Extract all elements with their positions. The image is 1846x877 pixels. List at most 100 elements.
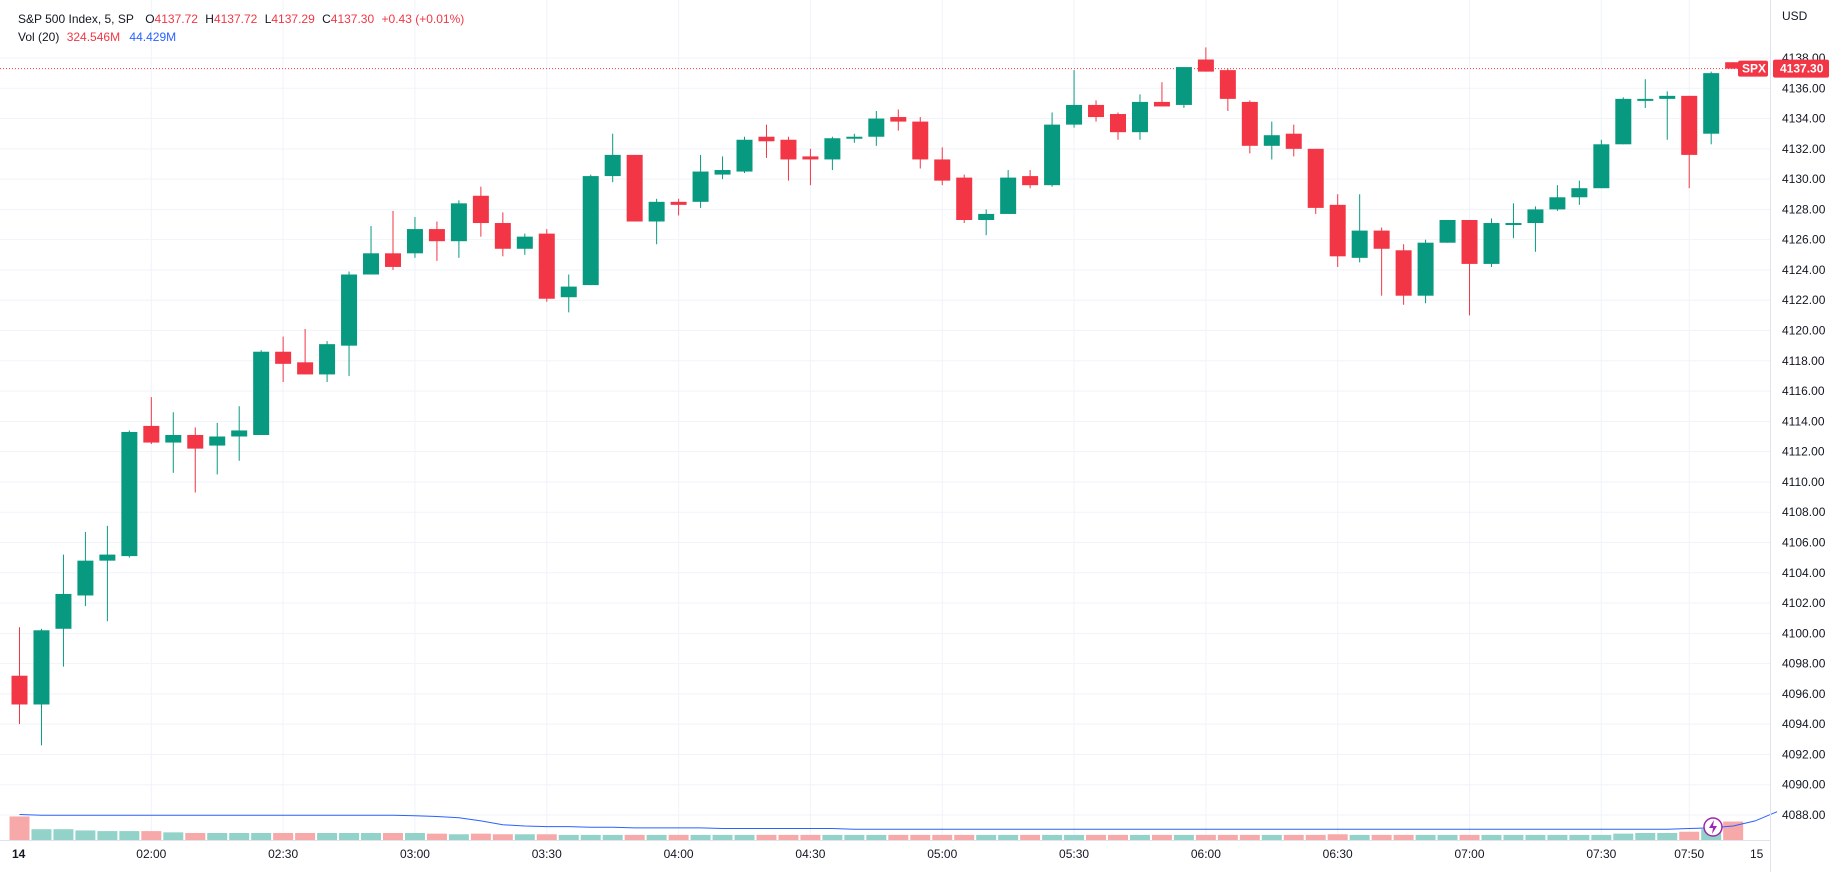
legend-low-value: 4137.29 <box>271 12 315 26</box>
volume-bar <box>1657 833 1678 840</box>
currency-label: USD <box>1782 9 1808 23</box>
candle-body <box>1110 114 1126 133</box>
y-tick-label: 4100.00 <box>1782 626 1826 640</box>
volume-bar <box>470 833 491 840</box>
legend-volume-label[interactable]: Vol (20) <box>18 30 60 44</box>
volume-bar <box>954 834 975 840</box>
x-tick-label: 03:30 <box>532 847 562 861</box>
volume-bar <box>339 833 360 840</box>
volume-bar <box>448 834 469 840</box>
legend-close-label: C <box>322 12 331 26</box>
volume-bar <box>866 834 887 840</box>
legend-symbol[interactable]: S&P 500 Index, 5, SP <box>18 12 134 26</box>
x-tick-label: 05:00 <box>927 847 957 861</box>
candle-body <box>1703 73 1720 134</box>
candle-body <box>1153 101 1170 107</box>
volume-bar <box>1129 834 1150 840</box>
volume-bar <box>1261 834 1282 840</box>
current-price-marker: SPX 4137.30 <box>1738 59 1829 78</box>
legend-open-label: O <box>145 12 155 26</box>
candle-body <box>1044 124 1061 186</box>
volume-bar <box>1503 834 1524 840</box>
candle-body <box>1285 133 1302 149</box>
y-tick-label: 4118.00 <box>1782 354 1825 368</box>
candle-body <box>428 229 445 242</box>
candle-body <box>209 436 226 446</box>
y-tick-label: 4126.00 <box>1782 233 1826 247</box>
y-tick-label: 4124.00 <box>1782 263 1826 277</box>
volume-bar <box>932 834 953 840</box>
x-tick-label: 04:00 <box>664 847 694 861</box>
candle-body <box>714 170 731 175</box>
candle-body <box>1088 104 1105 118</box>
x-tick-label: 06:30 <box>1323 847 1353 861</box>
volume-bar <box>1151 834 1172 840</box>
candle-body <box>1241 101 1258 146</box>
volume-bar <box>1459 834 1480 840</box>
candle-body <box>1000 177 1017 214</box>
volume-bar <box>426 833 447 840</box>
volume-bar <box>998 834 1019 840</box>
candle-body <box>363 253 380 275</box>
volume-bar <box>141 831 162 840</box>
volume-bars <box>9 816 1744 840</box>
candle-body <box>1571 188 1588 198</box>
candle-body <box>1197 59 1214 72</box>
volume-bar <box>404 833 425 840</box>
candle-body <box>824 138 841 160</box>
legend-volume-row: Vol (20) 324.546M 44.429M <box>18 28 464 46</box>
y-tick-label: 4108.00 <box>1782 505 1826 519</box>
legend-low-label: L <box>264 12 272 26</box>
y-tick-label: 4104.00 <box>1782 566 1826 580</box>
volume-bar <box>1349 834 1370 840</box>
volume-bar <box>1217 834 1238 840</box>
candle-body <box>121 431 138 557</box>
volume-ma-line <box>19 811 1778 830</box>
candle-body <box>1175 67 1192 105</box>
candle-body <box>55 593 72 629</box>
volume-bar <box>1239 834 1260 840</box>
candle-body <box>165 434 182 443</box>
x-axis-day-label: 14 <box>12 847 26 861</box>
x-tick-label: 07:30 <box>1586 847 1616 861</box>
realtime-badge[interactable] <box>1703 817 1723 837</box>
candle-body <box>384 253 401 267</box>
candle-body <box>1659 95 1676 99</box>
candle-body <box>1263 135 1280 146</box>
candle-body <box>275 351 292 364</box>
y-tick-label: 4106.00 <box>1782 535 1826 549</box>
candle-body <box>736 139 753 172</box>
volume-bar <box>1173 834 1194 840</box>
candle-body <box>1483 223 1500 264</box>
y-tick-label: 4094.00 <box>1782 717 1826 731</box>
chart-legend: S&P 500 Index, 5, SP O4137.72 H4137.72 L… <box>18 10 464 46</box>
volume-bar <box>712 834 733 840</box>
volume-bar <box>492 834 513 840</box>
volume-bar <box>1547 834 1568 840</box>
volume-bar <box>1393 834 1414 840</box>
lightning-bolt <box>1709 820 1717 834</box>
legend-change: +0.43 (+0.01%) <box>381 12 465 26</box>
volume-bar <box>800 834 821 840</box>
candle-body <box>11 675 28 705</box>
candle-body <box>780 139 797 160</box>
candle-body <box>143 425 160 443</box>
candle-body <box>1505 223 1522 226</box>
current-symbol-label: SPX <box>1742 62 1766 76</box>
x-tick-label: 02:00 <box>136 847 166 861</box>
volume-bar <box>1195 834 1216 840</box>
volume-bar <box>1591 834 1612 840</box>
candle-body <box>978 213 995 220</box>
candle-body <box>1417 242 1434 296</box>
candle-body <box>472 195 489 224</box>
candle-body <box>582 176 599 286</box>
candle-body <box>1461 219 1478 264</box>
candle-body <box>319 344 336 375</box>
current-price-box <box>1773 59 1829 78</box>
volume-bar <box>229 833 250 840</box>
y-tick-label: 4128.00 <box>1782 202 1826 216</box>
candle-body <box>1439 219 1456 243</box>
